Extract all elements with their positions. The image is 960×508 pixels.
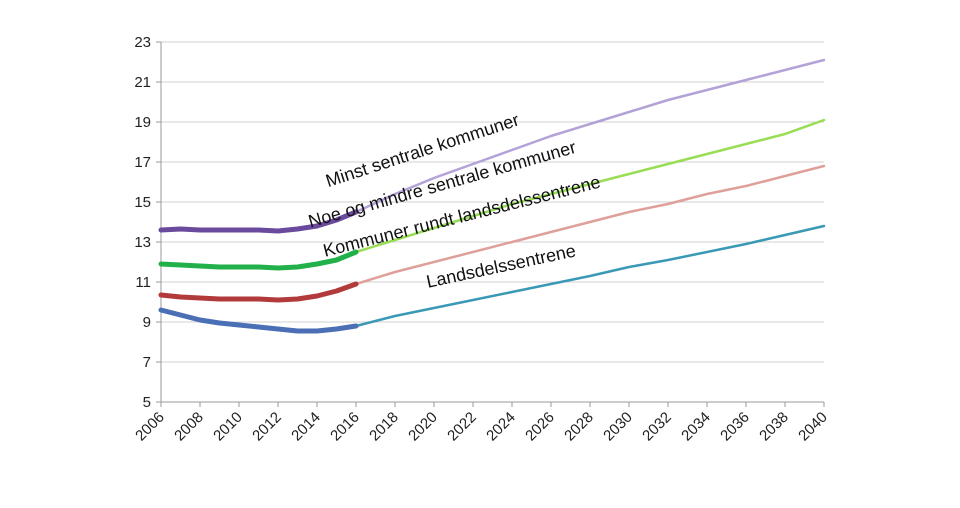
y-tick-label-21: 21 (134, 74, 151, 91)
axes (156, 41, 825, 407)
x-tick-label-2028: 2028 (561, 409, 597, 445)
x-tick-label-2024: 2024 (483, 409, 519, 445)
x-tick-label-2038: 2038 (756, 409, 792, 445)
x-tick-label-2040: 2040 (795, 409, 831, 445)
x-tick-label-2010: 2010 (210, 409, 246, 445)
x-tick-label-2018: 2018 (366, 409, 402, 445)
series-2-projection-line (354, 164, 826, 286)
y-tick-label-11: 11 (135, 274, 151, 291)
x-tick-label-2022: 2022 (444, 409, 480, 445)
x-tick-label-2032: 2032 (639, 409, 675, 445)
x-tick-label-2034: 2034 (678, 409, 714, 445)
series-2-historical-line (158, 281, 359, 303)
y-tick-label-13: 13 (134, 234, 151, 251)
y-tick-label-23: 23 (134, 34, 151, 51)
x-tick-label-2020: 2020 (405, 409, 441, 445)
series-0-historical-line (158, 209, 359, 234)
x-tick-label-2036: 2036 (717, 409, 753, 445)
y-tick-label-17: 17 (134, 154, 151, 171)
series-3-projection-line (354, 224, 826, 328)
y-tick-label-15: 15 (134, 194, 151, 211)
y-tick-label-5: 5 (143, 394, 151, 411)
series-0-projection-line (354, 58, 826, 214)
y-tick-label-7: 7 (143, 354, 151, 371)
gridlines (161, 41, 824, 363)
series-lines (158, 58, 826, 334)
x-tick-label-2014: 2014 (288, 409, 324, 445)
y-tick-labels: 5 7 9 11 13 15 17 19 21 23 (134, 34, 151, 411)
x-tick-label-2030: 2030 (600, 409, 636, 445)
x-tick-label-2012: 2012 (249, 409, 285, 445)
y-tick-label-9: 9 (143, 314, 151, 331)
x-tick-label-2008: 2008 (171, 409, 207, 445)
x-tick-label-2026: 2026 (522, 409, 558, 445)
x-tick-labels: 2006 2008 2010 2012 2014 2016 2018 2020 2022 2024… (132, 409, 831, 445)
series-1-projection-line (354, 118, 826, 254)
y-tick-label-19: 19 (134, 114, 151, 131)
x-tick-label-2016: 2016 (327, 409, 363, 445)
series-3-historical-line (158, 307, 359, 334)
x-tick-label-2006: 2006 (132, 409, 168, 445)
series-1-historical-line (158, 249, 359, 271)
